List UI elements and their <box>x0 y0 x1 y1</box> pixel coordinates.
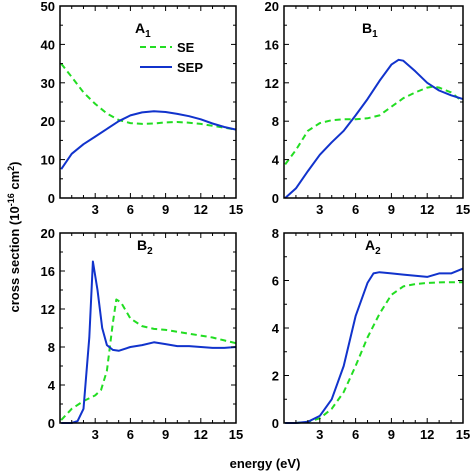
series-sep-line-a2 <box>285 267 464 424</box>
y-tick-label-b2: 4 <box>48 378 56 393</box>
x-tick-label-b2: 9 <box>162 427 169 442</box>
y-tick-label-a2: 0 <box>272 416 279 431</box>
series-sep-line-b1 <box>284 58 464 199</box>
x-tick-label-a1: 12 <box>194 202 208 217</box>
y-axis-title-exp2: 2 <box>6 166 16 171</box>
panel-label-a2-main: A <box>365 237 375 253</box>
series-sep-line-a1 <box>60 110 237 170</box>
x-tick-label-b2: 3 <box>92 427 99 442</box>
plot-frame-b2 <box>59 232 237 424</box>
axes-layer-b1: 0 4 8 12 16 20 3 6 9 12 15 <box>265 0 471 217</box>
x-tick-label-b1: 3 <box>316 202 323 217</box>
y-tick-label-a1: 10 <box>41 153 55 168</box>
legend-sep-label: SEP <box>177 60 203 75</box>
y-tick-label-b1: 12 <box>265 76 279 91</box>
panel-label-a1-sub: 1 <box>145 29 151 40</box>
panel-label-b1-main: B <box>362 20 372 36</box>
y-tick-label-b2: 8 <box>48 340 55 355</box>
panel-label-a2: A2 <box>365 237 381 257</box>
x-tick-label-b2: 12 <box>194 427 208 442</box>
y-tick-label-a1: 30 <box>41 76 55 91</box>
series-layer-a1 <box>60 62 237 170</box>
x-tick-label-b1: 6 <box>352 202 359 217</box>
panel-a1: 0 10 20 30 40 50 3 6 9 12 15 A1 SE SEP <box>41 0 244 217</box>
y-tick-label-a1: 40 <box>41 37 55 52</box>
panel-label-b2-sub: 2 <box>147 246 153 257</box>
y-tick-label-b2: 16 <box>41 264 55 279</box>
y-tick-label-b2: 12 <box>41 302 55 317</box>
y-tick-label-a2: 4 <box>272 321 280 336</box>
x-axis-title: energy (eV) <box>230 456 301 471</box>
series-sep-line-b2 <box>61 260 237 424</box>
panel-b1: 0 4 8 12 16 20 3 6 9 12 15 B1 <box>265 0 471 217</box>
series-se-line-b1 <box>284 85 464 165</box>
series-layer-a2 <box>285 267 464 424</box>
series-se-line-a1 <box>60 62 237 131</box>
y-tick-label-b2: 20 <box>41 226 55 241</box>
x-tick-label-b1: 15 <box>456 202 470 217</box>
x-tick-label-a2: 15 <box>456 427 470 442</box>
y-axis-title-exp1: -16 <box>6 193 16 206</box>
y-tick-label-a2: 8 <box>272 226 279 241</box>
y-tick-label-b1: 0 <box>272 191 279 206</box>
series-se-line-a2 <box>285 281 463 424</box>
panel-label-b1: B1 <box>362 20 378 40</box>
x-tick-label-a2: 3 <box>316 427 323 442</box>
panel-label-b1-sub: 1 <box>372 29 378 40</box>
panel-label-b2: B2 <box>137 237 153 257</box>
x-tick-label-a2: 12 <box>420 427 434 442</box>
y-axis-title: cross section (10-16 cm2) <box>6 162 22 313</box>
panel-label-a1: A1 <box>135 20 151 40</box>
y-axis-title-end: ) <box>7 162 22 166</box>
x-tick-label-a2: 6 <box>352 427 359 442</box>
panel-label-b2-main: B <box>137 237 147 253</box>
y-tick-label-b1: 4 <box>272 153 280 168</box>
legend-se-label: SE <box>177 40 195 55</box>
x-tick-label-b2: 15 <box>229 427 243 442</box>
y-tick-label-a2: 6 <box>272 274 279 289</box>
panel-b2: 0 4 8 12 16 20 3 6 9 12 15 B2 <box>41 226 244 442</box>
y-axis-title-main: cross section (10 <box>7 206 22 312</box>
x-tick-label-b1: 9 <box>388 202 395 217</box>
series-layer-b1 <box>284 58 464 199</box>
x-tick-label-a1: 15 <box>229 202 243 217</box>
axes-layer-b2: 0 4 8 12 16 20 3 6 9 12 15 <box>41 226 244 442</box>
panel-label-a2-sub: 2 <box>375 246 381 257</box>
x-tick-label-a1: 3 <box>92 202 99 217</box>
x-tick-label-a2: 9 <box>388 427 395 442</box>
axes-layer-a2: 0 2 4 6 8 3 6 9 12 15 <box>272 226 470 442</box>
series-layer-b2 <box>60 260 237 424</box>
y-tick-label-b2: 0 <box>48 416 55 431</box>
y-tick-label-a1: 20 <box>41 114 55 129</box>
x-tick-label-a1: 6 <box>127 202 134 217</box>
series-se-line-b2 <box>60 298 237 421</box>
x-tick-label-a1: 9 <box>162 202 169 217</box>
panel-label-a1-main: A <box>135 20 145 36</box>
plot-frame-a2 <box>283 232 464 424</box>
axes-layer-a1: 0 10 20 30 40 50 3 6 9 12 15 <box>41 0 244 217</box>
legend: SE SEP <box>140 40 203 75</box>
y-tick-label-a2: 2 <box>272 369 279 384</box>
y-axis-title-mid: cm <box>7 171 22 193</box>
x-tick-label-b1: 12 <box>420 202 434 217</box>
y-tick-label-a1: 50 <box>41 0 55 14</box>
x-tick-label-b2: 6 <box>127 427 134 442</box>
y-tick-label-b1: 8 <box>272 114 279 129</box>
y-tick-label-a1: 0 <box>48 191 55 206</box>
y-tick-label-b1: 20 <box>265 0 279 14</box>
y-tick-label-b1: 16 <box>265 37 279 52</box>
